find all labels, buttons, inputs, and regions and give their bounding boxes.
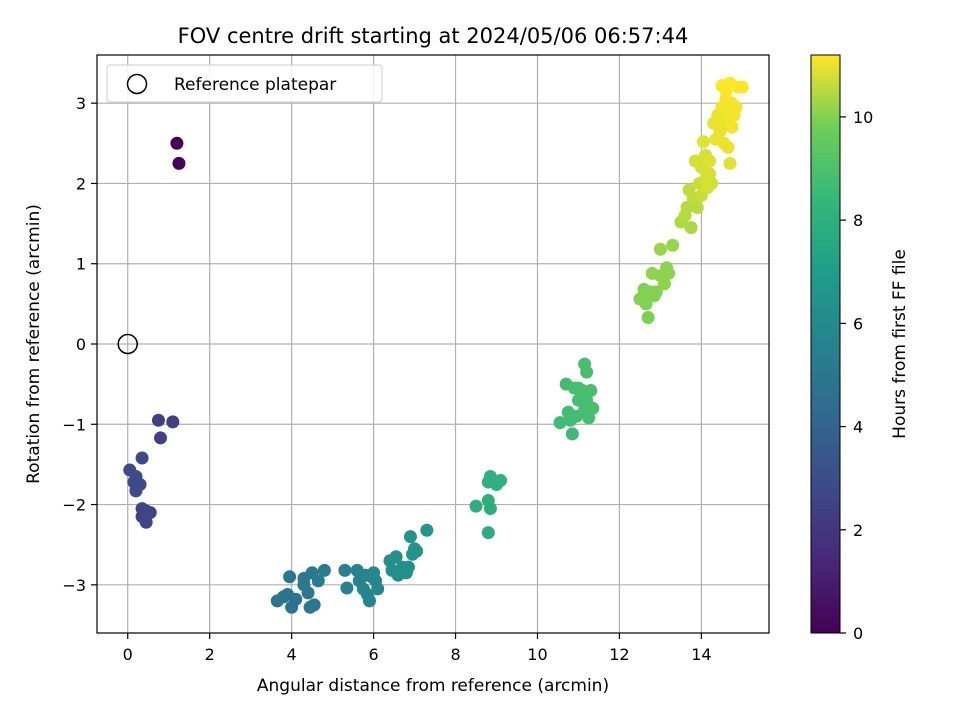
data-point (649, 285, 663, 299)
data-point (666, 238, 680, 252)
data-point (170, 136, 184, 150)
data-point (580, 365, 594, 379)
data-point (172, 156, 186, 170)
data-point (135, 451, 149, 465)
data-point (340, 581, 354, 595)
data-point (735, 80, 749, 94)
data-point (139, 515, 153, 529)
legend-box (106, 64, 383, 103)
y-tick-label: 2 (76, 174, 86, 193)
data-point (317, 563, 331, 577)
data-point (721, 140, 735, 154)
x-tick-label: 14 (691, 645, 711, 664)
data-point (713, 112, 727, 126)
data-point (696, 135, 710, 149)
y-tick-label: 3 (76, 94, 86, 113)
colorbar-tick-label: 2 (853, 521, 863, 540)
data-point (410, 544, 424, 558)
data-point (403, 530, 417, 544)
y-tick-label: 0 (76, 335, 86, 354)
data-point (586, 401, 600, 415)
data-point (703, 154, 717, 168)
data-point (338, 563, 352, 577)
legend-label: Reference platepar (174, 75, 336, 95)
data-point (166, 415, 180, 429)
data-point (653, 242, 667, 256)
data-point (371, 582, 385, 596)
y-tick-label: 1 (76, 255, 86, 274)
data-point (565, 427, 579, 441)
y-tick-label: −1 (62, 415, 86, 434)
data-point (662, 266, 676, 280)
colorbar-ticks: 0 2 4 6 8 10 (840, 108, 873, 643)
x-tick-label: 8 (450, 645, 460, 664)
data-point (705, 176, 719, 190)
data-point (129, 484, 143, 498)
colorbar-tick-label: 10 (853, 108, 873, 127)
data-point (389, 550, 403, 564)
data-point (680, 201, 694, 215)
data-point (289, 592, 303, 606)
y-tick-label: −3 (62, 576, 86, 595)
data-point (690, 201, 704, 215)
y-axis-ticks: −3 −2 −1 0 1 2 3 (62, 94, 97, 595)
y-tick-label: −2 (62, 496, 86, 515)
data-point (658, 277, 672, 291)
data-point (481, 526, 495, 540)
data-point (719, 84, 733, 98)
x-axis-ticks: 0 2 4 6 8 10 12 14 (123, 633, 712, 664)
x-tick-label: 0 (123, 645, 133, 664)
colorbar-label: Hours from first FF file (890, 249, 910, 439)
data-point (571, 393, 585, 407)
colorbar-tick-label: 0 (853, 624, 863, 643)
x-tick-label: 10 (527, 645, 547, 664)
x-tick-label: 6 (368, 645, 378, 664)
data-point (301, 586, 315, 600)
data-point (362, 594, 376, 608)
data-point (483, 502, 497, 516)
chart-title: FOV centre drift starting at 2024/05/06 … (178, 24, 689, 48)
x-tick-label: 12 (609, 645, 629, 664)
scatter-points (123, 76, 749, 614)
x-axis-label: Angular distance from reference (arcmin) (257, 676, 609, 696)
data-point (283, 570, 297, 584)
data-point (494, 473, 508, 487)
data-point (297, 571, 311, 585)
data-point (641, 311, 655, 325)
data-point (469, 499, 483, 513)
legend: Reference platepar (106, 64, 383, 103)
colorbar: 0 2 4 6 8 10 Hours from first FF file (810, 54, 910, 643)
data-point (684, 221, 698, 235)
data-point (639, 297, 653, 311)
data-point (584, 384, 598, 398)
data-point (399, 566, 413, 580)
data-point (725, 120, 739, 134)
data-point (311, 574, 325, 588)
data-point (307, 598, 321, 612)
y-axis-label: Rotation from reference (arcmin) (24, 204, 44, 484)
colorbar-tick-label: 6 (853, 314, 863, 333)
data-point (723, 156, 737, 170)
data-point (420, 523, 434, 537)
data-point (367, 566, 381, 580)
colorbar-gradient (810, 54, 841, 634)
colorbar-tick-label: 8 (853, 211, 863, 230)
data-point (154, 431, 168, 445)
x-tick-label: 2 (205, 645, 215, 664)
data-point (553, 416, 567, 430)
x-tick-label: 4 (287, 645, 297, 664)
data-point (151, 413, 165, 427)
reference-marker (117, 333, 138, 355)
legend-marker-icon (126, 73, 148, 95)
colorbar-tick-label: 4 (853, 418, 863, 437)
data-point (729, 100, 743, 114)
